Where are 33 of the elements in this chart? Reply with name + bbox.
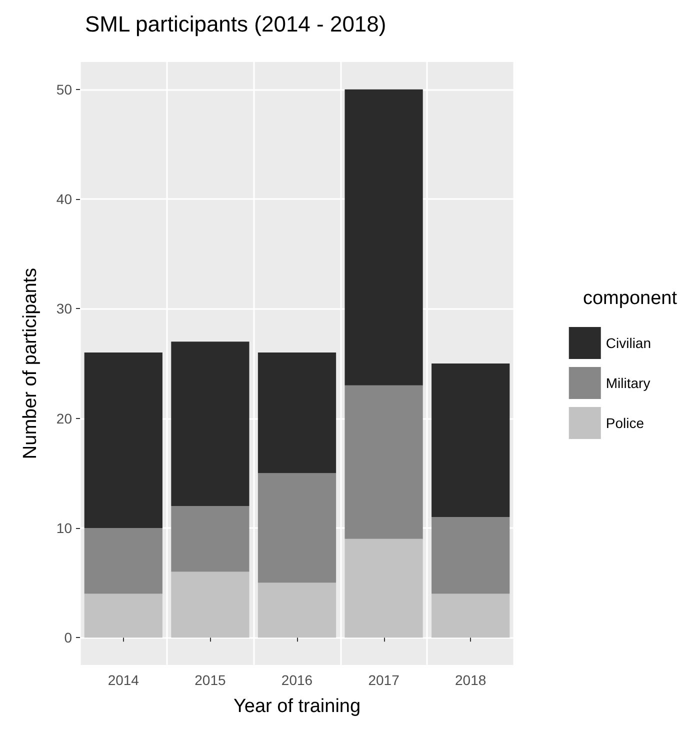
bar <box>171 506 250 572</box>
y-axis-title: Number of participants <box>20 268 41 460</box>
y-tick-label: 50 <box>56 81 72 98</box>
bar <box>171 572 250 638</box>
legend-label: Police <box>606 415 644 431</box>
y-tick-label: 40 <box>56 191 72 208</box>
x-tick-label: 2014 <box>108 672 140 688</box>
x-tick-label: 2016 <box>281 672 313 688</box>
y-tick-label: 30 <box>56 300 72 317</box>
bar <box>258 352 336 474</box>
x-tick-label: 2018 <box>455 672 486 688</box>
y-tick-label: 10 <box>56 520 72 536</box>
bar <box>344 89 423 386</box>
bar <box>432 364 510 517</box>
y-tick-label: 20 <box>56 410 72 426</box>
bar <box>258 582 336 638</box>
bar <box>84 594 162 638</box>
bar <box>344 385 423 539</box>
legend-label: Civilian <box>606 335 651 351</box>
x-axis-title: Year of training <box>233 696 361 717</box>
legend-label: Military <box>606 375 650 391</box>
bar <box>432 516 510 594</box>
bar <box>171 342 250 506</box>
bar <box>344 538 423 638</box>
bar <box>84 352 162 528</box>
bar <box>84 528 162 594</box>
chart-title: SML participants (2014 - 2018) <box>85 12 386 36</box>
x-tick-label: 2015 <box>194 672 226 688</box>
bar <box>432 594 510 638</box>
y-tick-label: 0 <box>64 630 72 646</box>
legend-title: component <box>582 288 678 309</box>
x-tick-label: 2017 <box>368 672 400 688</box>
bar <box>258 473 336 583</box>
